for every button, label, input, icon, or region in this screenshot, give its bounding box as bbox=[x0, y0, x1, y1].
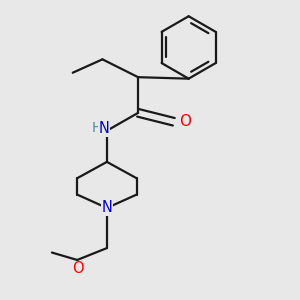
Text: O: O bbox=[179, 114, 191, 129]
Text: N: N bbox=[98, 121, 110, 136]
Text: H: H bbox=[91, 121, 102, 135]
Text: O: O bbox=[72, 261, 84, 276]
Text: N: N bbox=[101, 200, 112, 215]
